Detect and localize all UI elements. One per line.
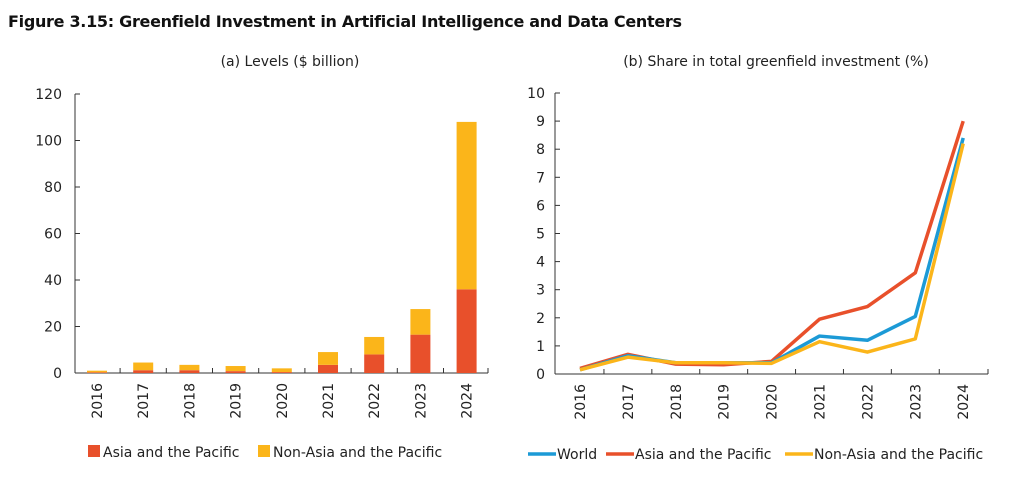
- y-tick-label: 60: [44, 227, 62, 243]
- bar-non-asia-2018: [179, 364, 200, 371]
- y-tick-label: 3: [536, 283, 545, 299]
- bar-asia-2019: [225, 371, 246, 373]
- x-tick-label: 2018: [182, 383, 198, 419]
- x-tick-label: 2016: [573, 384, 589, 420]
- bar-non-asia-2016: [87, 370, 107, 373]
- bar-non-asia-2024: [456, 121, 477, 290]
- x-tick-label: 2017: [621, 384, 637, 420]
- bar-asia-2022: [364, 354, 385, 373]
- panel-title: (b) Share in total greenfield investment…: [623, 54, 929, 70]
- y-tick-label: 0: [53, 366, 62, 382]
- bar-non-asia-2019: [225, 366, 246, 372]
- legend-label: Non-Asia and the Pacific: [814, 447, 983, 463]
- bar-non-asia-2022: [364, 336, 385, 355]
- panel-title: (a) Levels ($ billion): [221, 54, 360, 70]
- bar-non-asia-2020: [271, 368, 292, 373]
- legend-label: World: [557, 447, 597, 463]
- x-tick-label: 2023: [413, 383, 429, 419]
- x-tick-label: 2019: [717, 384, 733, 420]
- x-tick-label: 2021: [813, 384, 829, 420]
- bar-non-asia-2021: [318, 352, 338, 365]
- legend-label: Asia and the Pacific: [103, 445, 240, 461]
- bar-non-asia-2017: [133, 362, 154, 371]
- bar-asia-2023: [410, 334, 431, 373]
- bar-asia-2021: [318, 364, 338, 373]
- x-tick-label: 2023: [908, 384, 924, 420]
- legend-label: Asia and the Pacific: [635, 447, 772, 463]
- y-tick-label: 9: [536, 114, 545, 130]
- line-non-asia-and-the-pacific: [579, 143, 965, 372]
- line-world: [579, 137, 965, 372]
- y-tick-label: 10: [527, 86, 545, 102]
- y-tick-label: 80: [44, 180, 62, 196]
- bar-asia-2016: [87, 372, 107, 373]
- x-tick-label: 2021: [321, 383, 337, 419]
- x-tick-label: 2018: [669, 384, 685, 420]
- y-tick-label: 100: [35, 134, 62, 150]
- legend-label: Non-Asia and the Pacific: [273, 445, 442, 461]
- y-tick-label: 0: [536, 367, 545, 383]
- y-tick-label: 20: [44, 320, 62, 336]
- y-tick-label: 4: [536, 255, 545, 271]
- line-asia-and-the-pacific: [579, 120, 965, 371]
- x-tick-label: 2019: [229, 383, 245, 419]
- bar-non-asia-2023: [410, 309, 431, 335]
- bar-asia-2024: [456, 289, 477, 373]
- y-tick-label: 120: [35, 87, 62, 103]
- x-tick-label: 2022: [367, 383, 383, 419]
- y-tick-label: 40: [44, 273, 62, 289]
- bar-asia-2020: [271, 372, 292, 373]
- y-tick-label: 2: [536, 311, 545, 327]
- x-tick-label: 2017: [136, 383, 152, 419]
- y-tick-label: 5: [536, 227, 545, 243]
- figure-title: Figure 3.15: Greenfield Investment in Ar…: [8, 12, 682, 31]
- bar-asia-2018: [179, 370, 200, 373]
- x-tick-label: 2020: [275, 383, 291, 419]
- x-tick-label: 2024: [956, 384, 972, 420]
- legend-swatch: [88, 445, 100, 457]
- x-tick-label: 2022: [860, 384, 876, 420]
- x-tick-label: 2024: [460, 383, 476, 419]
- y-tick-label: 1: [536, 339, 545, 355]
- y-tick-label: 6: [536, 198, 545, 214]
- x-tick-label: 2016: [90, 383, 106, 419]
- x-tick-label: 2020: [765, 384, 781, 420]
- legend-swatch: [258, 445, 270, 457]
- y-tick-label: 7: [536, 170, 545, 186]
- bar-asia-2017: [133, 370, 154, 373]
- y-tick-label: 8: [536, 142, 545, 158]
